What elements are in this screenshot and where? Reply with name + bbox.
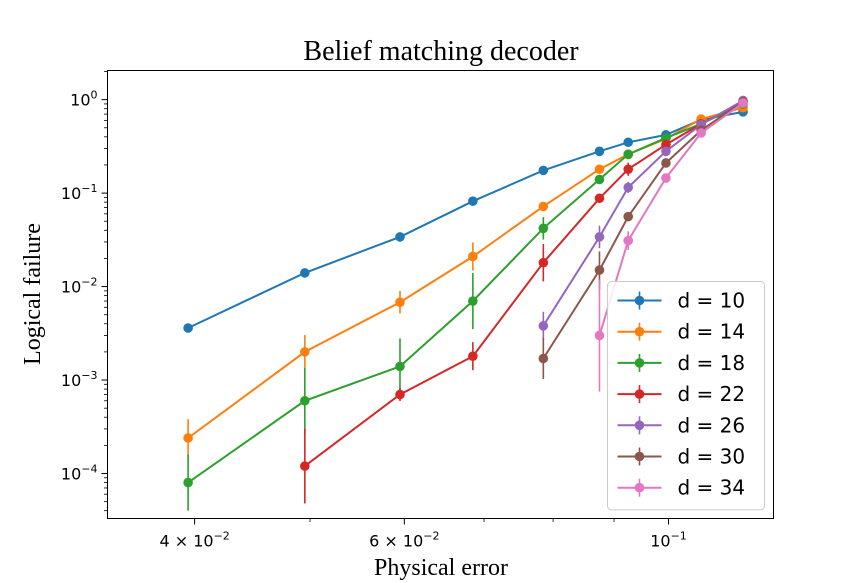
- series-line: [187, 102, 744, 484]
- data-point: [183, 477, 193, 488]
- data-point: [300, 395, 310, 406]
- data-point: [661, 158, 671, 168]
- y-tick-label: 100: [70, 89, 97, 110]
- series-line: [542, 99, 744, 327]
- x-axis-label: Physical error: [374, 555, 508, 581]
- x-tick-label: 6 × 10−2: [369, 530, 439, 551]
- data-point: [300, 347, 310, 357]
- data-point: [594, 174, 605, 185]
- data-point: [594, 232, 605, 242]
- y-tick-label: 10−4: [61, 462, 98, 483]
- data-point: [395, 297, 405, 308]
- data-point: [300, 461, 310, 471]
- legend-label: d = 14: [678, 320, 746, 344]
- data-point: [468, 351, 478, 361]
- data-point: [395, 389, 405, 400]
- y-tick-label: 10−2: [61, 276, 98, 297]
- data-point: [696, 128, 706, 138]
- y-tick-label: 10−3: [61, 369, 98, 390]
- data-point: [623, 235, 634, 246]
- data-point: [661, 139, 671, 150]
- y-axis-label: Logical failure: [20, 223, 46, 365]
- legend: d = 10 d = 14 d = 18 d = 22 d = 26 d = 30 d = …: [607, 281, 765, 511]
- series-d-14: [183, 102, 748, 457]
- plot-frame: [107, 70, 774, 519]
- series-line: [542, 100, 744, 360]
- axes-ticks: 4 × 10−2 6 × 10−2 10−1 100 10−1 10−2 10−3 10−4: [61, 71, 687, 551]
- x-tick-label: 4 × 10−2: [159, 530, 229, 551]
- data-point: [183, 323, 193, 333]
- data-point: [538, 321, 549, 331]
- data-point: [538, 257, 549, 268]
- y-tick-label: 10−1: [61, 182, 98, 203]
- data-point: [661, 173, 671, 183]
- data-point: [538, 165, 549, 176]
- legend-label: d = 30: [678, 445, 746, 469]
- data-point: [538, 201, 549, 212]
- data-point: [623, 182, 634, 193]
- data-point: [594, 265, 605, 275]
- series-d-34: [594, 98, 748, 392]
- data-point: [623, 164, 634, 175]
- legend-marker: [634, 389, 645, 399]
- data-point: [738, 98, 748, 108]
- series-line: [187, 106, 744, 439]
- data-point: [468, 196, 478, 206]
- chart-title: Belief matching decoder: [303, 36, 579, 67]
- legend-label: d = 10: [678, 289, 746, 313]
- x-tick-label: 10−1: [650, 530, 687, 551]
- data-series: [183, 95, 748, 511]
- data-point: [594, 193, 605, 204]
- data-point: [623, 149, 634, 160]
- legend-box: [607, 281, 765, 511]
- data-point: [468, 296, 478, 306]
- data-point: [395, 232, 405, 242]
- legend-label: d = 18: [678, 351, 746, 375]
- legend-label: d = 22: [678, 382, 746, 406]
- legend-label: d = 26: [678, 413, 746, 437]
- legend-marker: [634, 358, 645, 368]
- data-point: [468, 251, 478, 262]
- data-point: [395, 361, 405, 372]
- data-point: [183, 433, 193, 443]
- legend-marker: [634, 420, 645, 431]
- data-point: [623, 137, 634, 148]
- data-point: [594, 164, 605, 175]
- data-point: [661, 133, 671, 143]
- data-point: [594, 330, 605, 341]
- data-point: [538, 353, 549, 364]
- data-point: [538, 223, 549, 234]
- legend-marker: [634, 451, 645, 462]
- series-line: [187, 110, 744, 329]
- data-point: [623, 211, 634, 222]
- data-point: [661, 146, 671, 157]
- legend-marker: [634, 482, 645, 493]
- legend-label: d = 34: [678, 476, 746, 500]
- legend-marker: [634, 326, 645, 337]
- data-point: [594, 146, 605, 157]
- legend-marker: [634, 295, 645, 306]
- data-point: [300, 268, 310, 278]
